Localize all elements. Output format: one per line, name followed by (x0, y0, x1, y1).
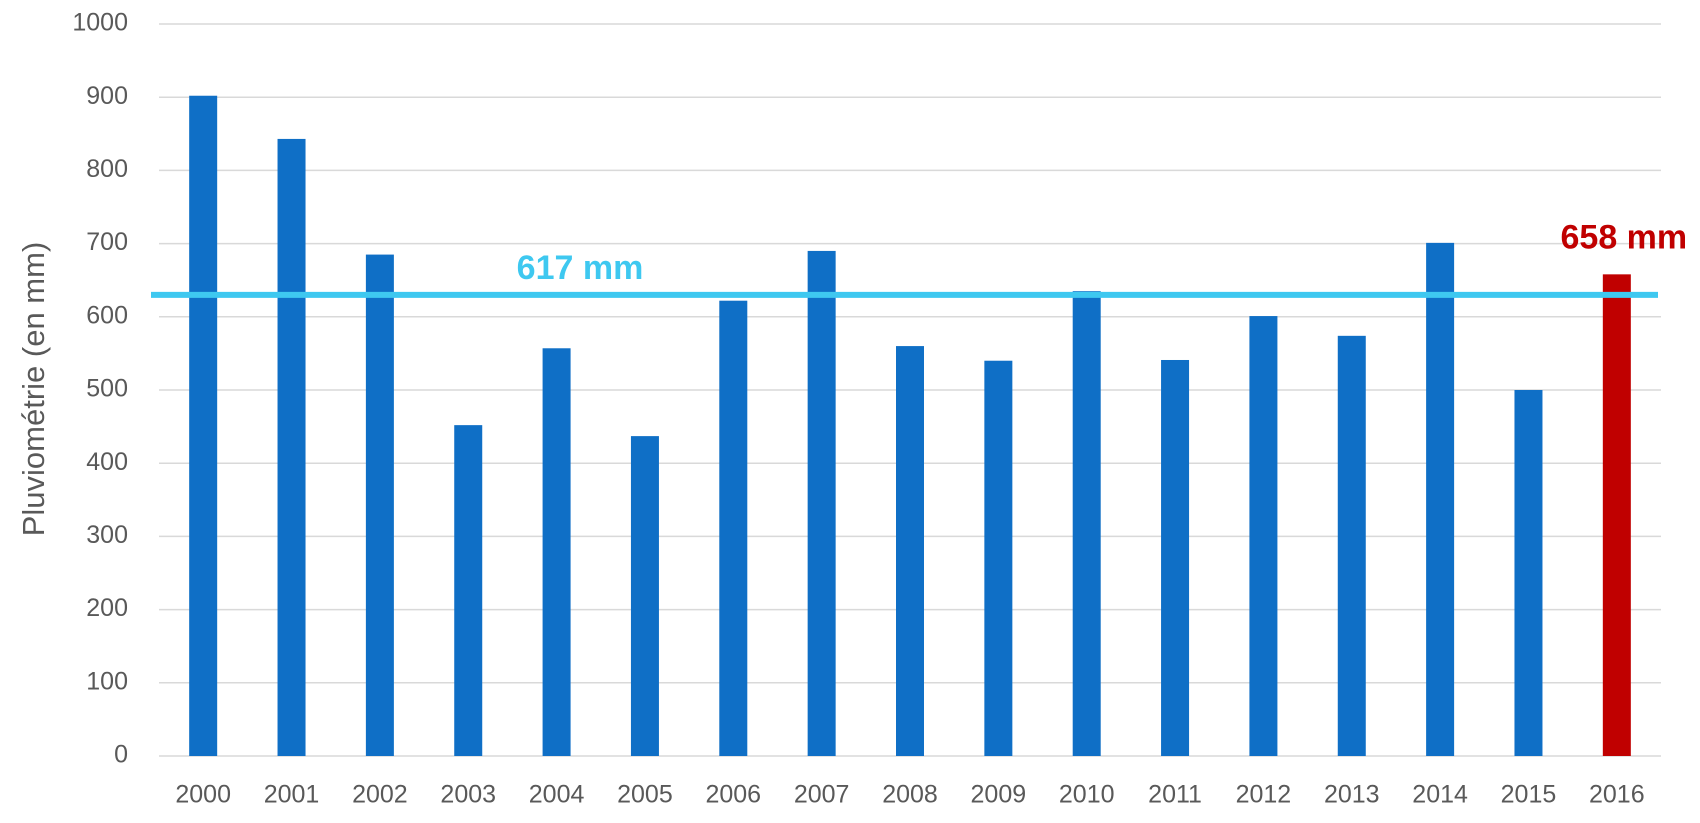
y-tick-label: 100 (86, 667, 128, 695)
bar (189, 95, 218, 756)
y-tick-label: 800 (86, 155, 128, 183)
y-tick-label: 600 (86, 301, 128, 329)
y-tick-label: 400 (86, 448, 128, 476)
x-tick-label: 2009 (971, 781, 1027, 809)
bar (1426, 242, 1455, 757)
reference-label: 617 mm (517, 249, 644, 287)
x-tick-label: 2013 (1324, 781, 1380, 809)
y-tick-label: 700 (86, 228, 128, 256)
x-tick-label: 2008 (882, 781, 938, 809)
x-tick-label: 2002 (352, 781, 408, 809)
x-tick-label: 2014 (1412, 781, 1468, 809)
bar (454, 425, 483, 756)
bar (1072, 291, 1101, 756)
bar (542, 348, 571, 756)
x-tick-label: 2005 (617, 781, 673, 809)
y-tick-label: 900 (86, 82, 128, 110)
x-tick-label: 2015 (1501, 781, 1557, 809)
y-tick-label: 200 (86, 594, 128, 622)
value-label: 658 mm (1561, 218, 1688, 256)
x-tick-label: 2004 (529, 781, 585, 809)
x-tick-label: 2000 (175, 781, 231, 809)
bar (630, 436, 659, 756)
bar (1249, 316, 1278, 756)
bar (896, 346, 924, 756)
x-tick-label: 2016 (1589, 781, 1645, 809)
x-tick-label: 2001 (264, 781, 320, 809)
x-tick-label: 2012 (1236, 781, 1292, 809)
bar (277, 138, 306, 756)
bar (719, 300, 748, 756)
x-tick-label: 2006 (705, 781, 761, 809)
y-tick-label: 1000 (72, 9, 128, 37)
y-tick-label: 300 (86, 521, 128, 549)
x-tick-label: 2007 (794, 781, 850, 809)
bar (365, 254, 394, 756)
x-tick-label: 2011 (1148, 781, 1202, 809)
y-axis-title: Pluviométrie (en mm) (16, 242, 51, 537)
bar (984, 360, 1013, 756)
y-tick-label: 500 (86, 375, 128, 403)
x-tick-label: 2010 (1059, 781, 1115, 809)
bar (807, 250, 836, 757)
bar (1602, 274, 1631, 756)
x-tick-label: 2003 (440, 781, 496, 809)
bar (1337, 335, 1366, 756)
bar (1514, 390, 1543, 756)
y-tick-label: 0 (114, 741, 128, 769)
bar (1161, 359, 1190, 756)
